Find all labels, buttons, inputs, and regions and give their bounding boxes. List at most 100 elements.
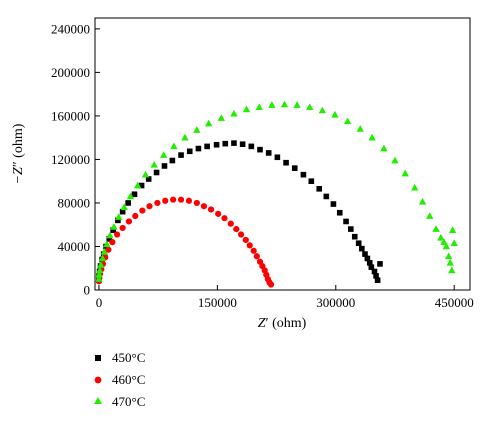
data-point — [114, 231, 121, 238]
data-point — [138, 182, 145, 189]
x-tick-label: 300000 — [316, 295, 355, 310]
data-point — [308, 178, 315, 184]
data-point — [125, 218, 133, 225]
data-point — [95, 270, 103, 278]
legend-item-460: 460°C — [94, 372, 145, 387]
data-point — [330, 201, 337, 207]
y-tick-label: 80000 — [58, 195, 91, 210]
series-1 — [96, 140, 383, 284]
data-point — [246, 242, 253, 249]
legend-marker-square — [95, 355, 101, 361]
data-point — [109, 239, 116, 246]
y-tick-label: 160000 — [51, 108, 90, 123]
data-point — [161, 163, 168, 169]
data-point — [110, 222, 118, 230]
data-point — [233, 225, 240, 233]
data-point — [359, 245, 365, 252]
data-point — [115, 217, 121, 224]
legend-item-450: 450°C — [95, 350, 145, 365]
data-point — [248, 143, 255, 150]
data-point — [242, 105, 251, 113]
y-tick-label: 40000 — [58, 239, 91, 254]
data-point — [364, 255, 371, 262]
data-point — [132, 212, 139, 220]
data-point — [181, 133, 189, 141]
data-point — [274, 154, 281, 161]
x-axis-title-unit: (ohm) — [269, 316, 307, 331]
data-point — [368, 264, 375, 270]
data-point — [95, 275, 103, 282]
data-point — [444, 252, 453, 260]
legend: 450°C 460°C 470°C — [94, 350, 145, 409]
data-point — [446, 258, 454, 266]
data-point — [291, 165, 298, 171]
data-point — [177, 196, 185, 203]
y-axis-title-prime: ″ — [11, 161, 26, 167]
legend-label-450: 450°C — [112, 350, 145, 365]
data-point — [98, 254, 107, 262]
data-point — [169, 157, 176, 164]
data-point — [217, 114, 226, 121]
data-point — [343, 218, 349, 225]
data-point — [380, 144, 388, 152]
data-point — [125, 200, 131, 206]
data-point — [207, 206, 215, 213]
y-tick-label: 120000 — [51, 152, 90, 167]
data-point — [110, 227, 116, 233]
data-point — [154, 199, 161, 207]
data-point — [150, 160, 158, 168]
data-point — [411, 183, 419, 191]
data-point — [120, 203, 128, 211]
data-point — [250, 247, 257, 254]
y-tick-label: 240000 — [51, 21, 90, 36]
legend-label-470: 470°C — [112, 394, 145, 409]
data-point — [391, 156, 399, 164]
data-point — [153, 169, 160, 176]
data-point — [97, 261, 105, 268]
data-point — [347, 226, 354, 232]
legend-item-470: 470°C — [94, 394, 145, 409]
data-point — [204, 143, 210, 150]
x-axis-title: Z′ (ohm) — [258, 316, 307, 331]
data-point — [351, 233, 358, 240]
data-point — [356, 125, 364, 132]
x-axis-title-main: Z — [258, 316, 266, 331]
data-point — [221, 215, 228, 222]
data-point — [323, 193, 330, 200]
data-point — [283, 159, 289, 166]
data-point — [448, 266, 456, 274]
data-point — [145, 176, 152, 182]
data-point — [442, 242, 451, 250]
ticks-layer: 0 150000 300000 450000 0 40000 80000 120000 1600… — [51, 21, 474, 310]
data-point — [213, 141, 220, 148]
data-point — [231, 140, 237, 146]
legend-marker-circle — [94, 376, 102, 384]
data-point — [170, 142, 178, 150]
data-point — [106, 231, 114, 239]
data-point — [239, 141, 246, 148]
data-point — [316, 186, 323, 192]
data-point — [255, 103, 263, 111]
data-point — [432, 225, 440, 232]
data-point — [331, 110, 339, 118]
data-point — [267, 281, 275, 288]
data-point — [222, 140, 229, 147]
data-point — [131, 191, 138, 198]
data-point — [318, 106, 327, 114]
x-tick-label: 450000 — [435, 295, 474, 310]
data-point — [343, 117, 352, 125]
data-point — [178, 152, 184, 158]
data-point — [159, 151, 168, 158]
data-point — [103, 240, 111, 248]
data-point — [440, 238, 448, 245]
data-point — [100, 248, 109, 255]
data-point — [141, 170, 150, 178]
y-axis-title-unit: (ohm) — [11, 123, 26, 161]
data-point — [300, 171, 307, 178]
data-point — [448, 226, 457, 233]
data-point — [450, 239, 458, 247]
series-3 — [95, 100, 458, 282]
data-point — [186, 148, 193, 155]
data-point — [237, 231, 245, 238]
